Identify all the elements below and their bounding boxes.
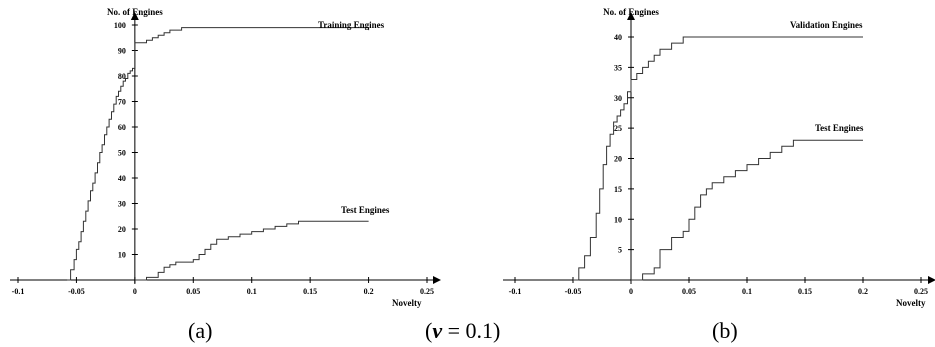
nu-symbol: ν: [432, 318, 443, 343]
caption-b: (b): [712, 318, 738, 343]
y-tick-label: 40: [614, 33, 622, 42]
y-tick-label: 10: [614, 215, 622, 224]
x-tick-label: 0.25: [914, 287, 928, 296]
x-tick-label: 0.05: [186, 287, 200, 296]
x-tick-label: 0.1: [742, 287, 752, 296]
x-axis-label: Novelty: [896, 298, 926, 308]
y-tick-label: 60: [118, 123, 126, 132]
x-axis-label: Novelty: [392, 298, 422, 308]
x-tick-label: 0: [629, 287, 633, 296]
x-tick-label: -0.1: [12, 287, 25, 296]
chart-panel-b: -0.1 -0.05 0 0.05 0.1 0.15 0.2 0.25 5 10 15 20 25 30 3…: [503, 7, 935, 308]
series-label: Training Engines: [318, 20, 385, 30]
y-tick-label: 5: [618, 246, 622, 255]
x-tick-label: -0.05: [68, 287, 85, 296]
caption-a: (a): [188, 318, 213, 343]
x-tick-label: 0.05: [682, 287, 696, 296]
series-line: [134, 220, 369, 281]
chart-panel-a: -0.1 -0.05 0 0.05 0.1 0.15 0.2 0.25 10 20 30 40 50 60…: [10, 7, 441, 308]
y-tick-label: 40: [118, 174, 126, 183]
series-label: Test Engines: [815, 123, 864, 133]
y-tick-label: 50: [118, 149, 126, 158]
x-tick-label: 0.15: [303, 287, 317, 296]
y-tick-label: 80: [118, 72, 126, 81]
series-label: Validation Engines: [790, 20, 863, 30]
x-tick-label: 0.2: [858, 287, 868, 296]
y-axis-arrow: [130, 12, 139, 20]
caption-paren-open: (: [425, 318, 433, 343]
caption-parameter: (ν = 0.1): [425, 318, 500, 344]
y-tick-label: 20: [614, 155, 622, 164]
y-tick-label: 25: [614, 124, 622, 133]
x-tick-label: 0.2: [364, 287, 374, 296]
y-tick-label: 10: [118, 251, 126, 260]
x-tick-label: 0.25: [420, 287, 434, 296]
x-tick-label: -0.1: [509, 287, 522, 296]
series-line: [631, 139, 863, 281]
x-axis-arrow: [928, 276, 935, 284]
x-axis-arrow: [433, 276, 441, 284]
x-tick-label: -0.05: [565, 287, 582, 296]
y-tick-label: 90: [118, 47, 126, 56]
y-tick-label: 100: [114, 21, 126, 30]
y-tick-label: 20: [118, 225, 126, 234]
y-axis-label: No. of Engines: [107, 7, 163, 17]
series-label: Test Engines: [341, 205, 390, 215]
y-axis-label: No. of Engines: [603, 7, 659, 17]
y-tick-label: 15: [614, 185, 622, 194]
y-tick-label: 35: [614, 63, 622, 72]
x-tick-label: 0: [133, 287, 137, 296]
series-line: [67, 27, 370, 281]
caption-value: = 0.1): [442, 318, 501, 343]
series-line: [573, 36, 863, 281]
y-tick-label: 70: [118, 98, 126, 107]
y-tick-label: 30: [118, 200, 126, 209]
y-tick-label: 30: [614, 94, 622, 103]
y-axis-arrow: [627, 12, 635, 20]
x-tick-label: 0.15: [798, 287, 812, 296]
x-tick-label: 0.1: [247, 287, 257, 296]
